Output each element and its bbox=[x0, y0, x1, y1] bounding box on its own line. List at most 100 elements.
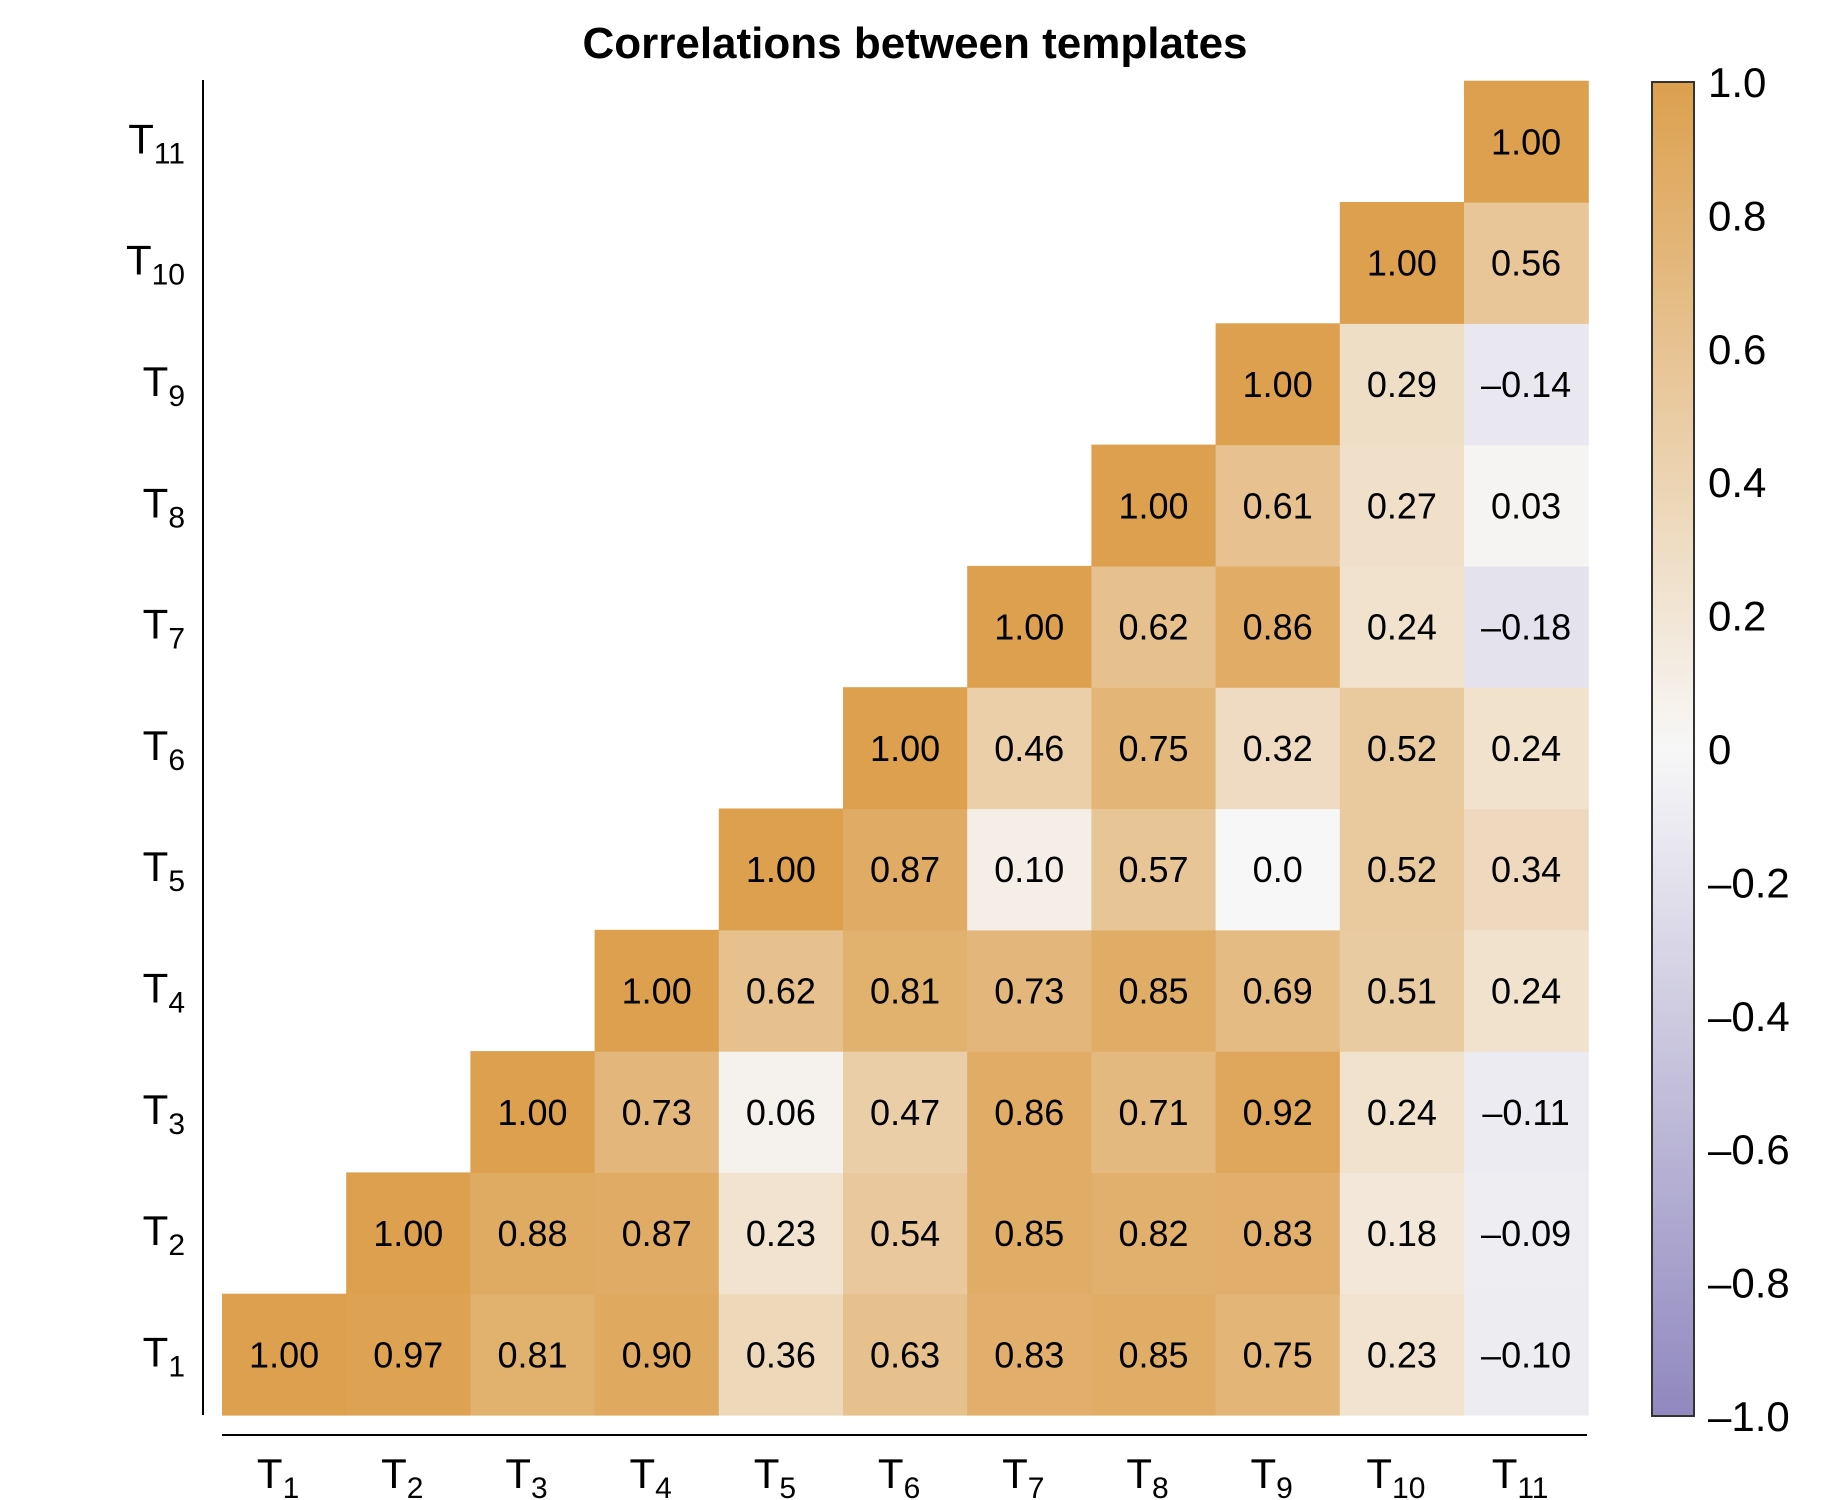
heatmap-cell-T11-T5 bbox=[1464, 808, 1589, 931]
heatmap-cell-T6-T6 bbox=[843, 687, 968, 810]
heatmap-cell-T9-T7 bbox=[1215, 565, 1341, 688]
heatmap-cell-T7-T2 bbox=[967, 1172, 1092, 1295]
chart-title: Correlations between templates bbox=[582, 19, 1247, 68]
cell-label-T10-T9: 0.29 bbox=[1367, 364, 1437, 405]
cell-label-T10-T1: 0.23 bbox=[1367, 1334, 1437, 1375]
cell-label-T8-T6: 0.75 bbox=[1118, 728, 1188, 769]
x-tick-label-T2: T2 bbox=[381, 1450, 423, 1500]
heatmap-cell-T9-T3 bbox=[1215, 1051, 1341, 1173]
cell-label-T7-T4: 0.73 bbox=[994, 970, 1064, 1011]
heatmap-cell-T11-T6 bbox=[1464, 687, 1589, 810]
cell-label-T11-T10: 0.56 bbox=[1491, 243, 1561, 284]
cell-label-T6-T4: 0.81 bbox=[870, 970, 940, 1011]
cell-label-T11-T6: 0.24 bbox=[1491, 728, 1561, 769]
cell-label-T6-T1: 0.63 bbox=[870, 1334, 940, 1375]
cell-label-T4-T3: 0.73 bbox=[622, 1092, 692, 1133]
x-tick-label-T11: T11 bbox=[1492, 1450, 1549, 1500]
y-tick-label-T1: T1 bbox=[143, 1328, 185, 1383]
heatmap-cell-T4-T2 bbox=[594, 1172, 720, 1295]
cell-label-T9-T2: 0.83 bbox=[1243, 1213, 1313, 1254]
y-tick-labels: T1 T2 T3 T4 T5 T6 T7 T8 T9 T10 T11 bbox=[126, 115, 185, 1383]
cell-label-T9-T7: 0.86 bbox=[1243, 607, 1313, 648]
heatmap-cell-T9-T6 bbox=[1215, 687, 1341, 810]
heatmap-cell-T9-T1 bbox=[1215, 1293, 1341, 1416]
colorbar-tick-label: –0.6 bbox=[1708, 1126, 1790, 1173]
heatmap-cell-T8-T7 bbox=[1091, 565, 1217, 688]
cell-label-T9-T8: 0.61 bbox=[1243, 485, 1313, 526]
x-tick-labels: T1 T2 T3 T4 T5 T6 T7 T8 T9 T10 T11 bbox=[257, 1450, 1549, 1500]
heatmap-cell-T10-T2 bbox=[1339, 1172, 1465, 1295]
heatmap-cell-T7-T6 bbox=[967, 687, 1092, 810]
x-tick-label-T8: T8 bbox=[1126, 1450, 1168, 1500]
heatmap-cell-T5-T3 bbox=[718, 1051, 844, 1173]
heatmap-cell-T6-T5 bbox=[843, 808, 968, 931]
cell-label-T5-T5: 1.00 bbox=[746, 849, 816, 890]
axes bbox=[202, 80, 1587, 1436]
y-tick-label-T9: T9 bbox=[143, 358, 185, 413]
heatmap-cell-T2-T1 bbox=[346, 1293, 471, 1416]
colorbar-tick-label: –1.0 bbox=[1708, 1393, 1790, 1440]
cell-label-T10-T4: 0.51 bbox=[1367, 970, 1437, 1011]
cell-label-T9-T5: 0.0 bbox=[1253, 849, 1303, 890]
cell-label-T8-T1: 0.85 bbox=[1118, 1334, 1188, 1375]
heatmap-cell-T11-T8 bbox=[1464, 444, 1589, 567]
cell-label-T10-T2: 0.18 bbox=[1367, 1213, 1437, 1254]
heatmap-cell-T3-T2 bbox=[470, 1172, 596, 1295]
heatmap-cell-T10-T8 bbox=[1339, 444, 1465, 567]
cell-label-T9-T6: 0.32 bbox=[1243, 728, 1313, 769]
cell-label-T9-T4: 0.69 bbox=[1243, 970, 1313, 1011]
heatmap-cell-T5-T2 bbox=[718, 1172, 844, 1295]
colorbar-tick-label: –0.4 bbox=[1708, 993, 1790, 1040]
colorbar-tick-label: –0.8 bbox=[1708, 1260, 1790, 1307]
cell-label-T9-T1: 0.75 bbox=[1243, 1334, 1313, 1375]
cell-label-T11-T4: 0.24 bbox=[1491, 970, 1561, 1011]
heatmap-cell-T4-T4 bbox=[594, 929, 720, 1052]
colorbar-tick-label: 1.0 bbox=[1708, 59, 1766, 106]
cell-label-T6-T3: 0.47 bbox=[870, 1092, 940, 1133]
cell-label-T7-T3: 0.86 bbox=[994, 1092, 1064, 1133]
heatmap-cell-T10-T7 bbox=[1339, 565, 1465, 688]
colorbar-tick-label: 0.8 bbox=[1708, 192, 1766, 239]
heatmap-cell-T7-T4 bbox=[967, 929, 1092, 1052]
heatmap-cell-T10-T6 bbox=[1339, 687, 1465, 810]
y-tick-label-T8: T8 bbox=[143, 479, 185, 534]
cell-label-T10-T5: 0.52 bbox=[1367, 849, 1437, 890]
cell-label-T4-T1: 0.90 bbox=[622, 1334, 692, 1375]
heatmap-cell-T5-T4 bbox=[718, 929, 844, 1052]
heatmap-cell-T9-T4 bbox=[1215, 929, 1341, 1052]
y-tick-label-T3: T3 bbox=[143, 1086, 185, 1141]
colorbar-tick-label: 0 bbox=[1708, 726, 1731, 773]
y-tick-label-T11: T11 bbox=[128, 115, 185, 170]
x-tick-label-T3: T3 bbox=[505, 1450, 547, 1500]
heatmap-cells: 1.00 0.97 0.81 0.90 0.36 0.63 0.83 0.85 0.75 0.23… bbox=[222, 80, 1589, 1416]
cell-label-T11-T2: –0.09 bbox=[1481, 1213, 1571, 1254]
heatmap-cell-T10-T1 bbox=[1339, 1293, 1465, 1416]
cell-label-T4-T4: 1.00 bbox=[622, 970, 692, 1011]
heatmap-cell-T8-T6 bbox=[1091, 687, 1217, 810]
cell-label-T11-T3: –0.11 bbox=[1482, 1092, 1569, 1133]
heatmap-cell-T11-T9 bbox=[1464, 323, 1589, 446]
heatmap-cell-T8-T8 bbox=[1091, 444, 1217, 567]
cell-label-T7-T7: 1.00 bbox=[994, 607, 1064, 648]
x-tick-label-T5: T5 bbox=[754, 1450, 796, 1500]
y-tick-label-T4: T4 bbox=[143, 964, 185, 1019]
cell-label-T7-T2: 0.85 bbox=[994, 1213, 1064, 1254]
heatmap-cell-T4-T3 bbox=[594, 1051, 720, 1173]
heatmap-cell-T10-T4 bbox=[1339, 929, 1465, 1052]
heatmap-cell-T3-T1 bbox=[470, 1293, 596, 1416]
cell-label-T3-T1: 0.81 bbox=[497, 1334, 567, 1375]
cell-label-T6-T6: 1.00 bbox=[870, 728, 940, 769]
cell-label-T9-T9: 1.00 bbox=[1243, 364, 1313, 405]
x-tick-label-T9: T9 bbox=[1251, 1450, 1293, 1500]
cell-label-T10-T6: 0.52 bbox=[1367, 728, 1437, 769]
heatmap-cell-T6-T4 bbox=[843, 929, 968, 1052]
cell-label-T8-T2: 0.82 bbox=[1118, 1213, 1188, 1254]
heatmap-cell-T6-T1 bbox=[843, 1293, 968, 1416]
heatmap-cell-T11-T11 bbox=[1464, 80, 1589, 203]
heatmap-cell-T1-T1 bbox=[222, 1293, 347, 1416]
heatmap-cell-T4-T1 bbox=[594, 1293, 720, 1416]
heatmap-cell-T7-T7 bbox=[967, 565, 1092, 688]
cell-label-T1-T1: 1.00 bbox=[249, 1334, 319, 1375]
y-tick-label-T7: T7 bbox=[143, 601, 185, 656]
